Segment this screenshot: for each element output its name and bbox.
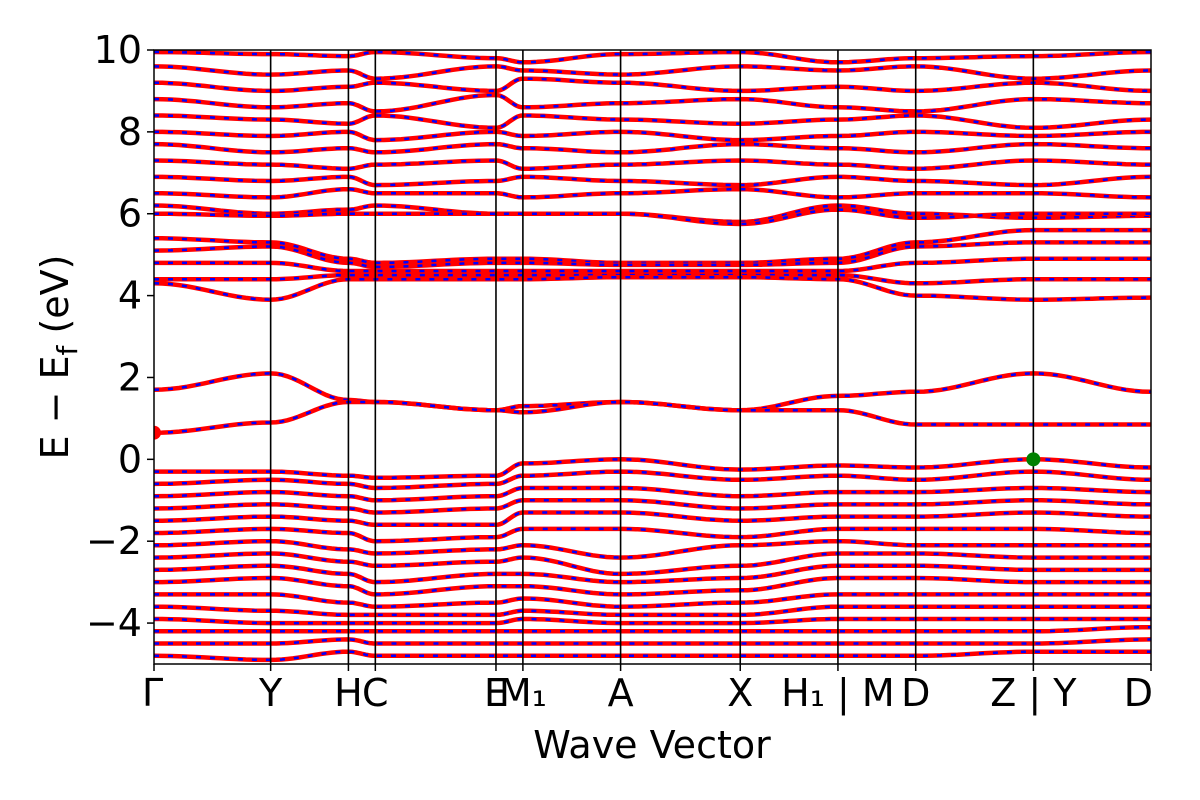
x-tick-label: Γ [142,671,163,715]
band-line-spin-up [154,174,1151,188]
y-axis-ticks: −4 −2 0 2 4 6 8 10 [86,28,154,645]
cbm-marker [154,425,161,440]
band-line-spin-up [154,141,1151,155]
x-tick-label: A [608,671,634,715]
band-line-spin-up [154,498,1151,515]
band-line-spin-up [154,186,1151,200]
y-axis-label-subscript: f [51,344,84,355]
x-tick-label: D [901,671,930,715]
plot-frame [153,49,1152,665]
band-line-spin-down [154,470,1151,490]
x-axis-label: Wave Vector [533,723,771,767]
kpoint-separators [269,50,1035,664]
x-tick-label: H₁ | M [781,671,895,716]
y-tick-label: 0 [118,437,142,481]
band-line-spin-up [154,129,1151,143]
x-tick-label: M₁ [499,671,547,715]
band-line-spin-down [154,458,1151,480]
band-line-spin-up [154,272,1151,286]
y-tick-label: 6 [118,192,142,236]
band-line-spin-down [154,175,1151,187]
band-line-spin-up [154,637,1151,646]
x-tick-label: X [727,671,753,715]
band-line-spin-down [154,65,1151,80]
band-line-spin-down [154,228,1151,265]
band-line-spin-down [154,400,1151,434]
band-line-spin-up [154,399,1151,435]
y-axis-label-main: E − E [33,355,77,459]
band-line-spin-down [154,275,1151,301]
band-line-spin-down [154,114,1151,130]
band-line-spin-down [154,564,1151,584]
band-line-spin-down [154,204,1151,224]
band-line-spin-up [154,64,1151,81]
y-tick-label: 4 [118,274,142,318]
x-tick-label: E [484,671,508,715]
y-tick-label: 8 [118,110,142,154]
band-line-spin-up [154,76,1151,94]
x-tick-label: Z | Y [990,671,1077,716]
band-line-spin-down [154,511,1151,527]
band-line-spin-down [154,552,1151,576]
band-line-spin-down [154,130,1151,142]
band-line-spin-down [154,576,1151,596]
y-axis-label-unit: (eV) [33,255,77,346]
y-tick-label: −4 [86,601,142,645]
x-tick-label: D [1124,671,1153,715]
band-line-spin-up [154,616,1151,626]
band-line-spin-down [154,650,1151,662]
band-line-spin-up [154,240,1151,270]
band-line-spin-up [154,604,1151,618]
band-line-spin-up [154,624,1151,634]
band-edge-markers [154,425,1041,467]
band-line-spin-up [154,371,1151,413]
y-axis-label: E − Ef (eV) [33,255,84,460]
y-tick-label: −2 [86,519,142,563]
x-tick-label: Y [258,671,283,715]
band-line-spin-up [154,50,1151,65]
band-line-spin-up [154,649,1151,663]
band-line-spin-down [154,187,1151,199]
band-lines [154,50,1151,663]
x-tick-label: C [362,671,389,715]
band-line-spin-down [154,527,1151,543]
vbm-marker [1026,452,1041,467]
y-tick-label: 2 [118,355,142,399]
band-line-spin-down [154,77,1151,93]
band-line-spin-up [154,510,1151,528]
band-line-spin-up [154,485,1151,503]
x-tick-label: H [334,671,363,715]
band-line-spin-up [154,256,1151,274]
band-line-spin-down [154,93,1151,113]
band-line-spin-down [154,241,1151,269]
y-tick-label: 10 [94,28,142,72]
band-line-spin-up [154,158,1151,171]
band-line-spin-down [154,539,1151,559]
band-line-spin-up [154,592,1151,609]
band-line-spin-up [154,207,1151,227]
band-line-spin-up [154,526,1151,544]
